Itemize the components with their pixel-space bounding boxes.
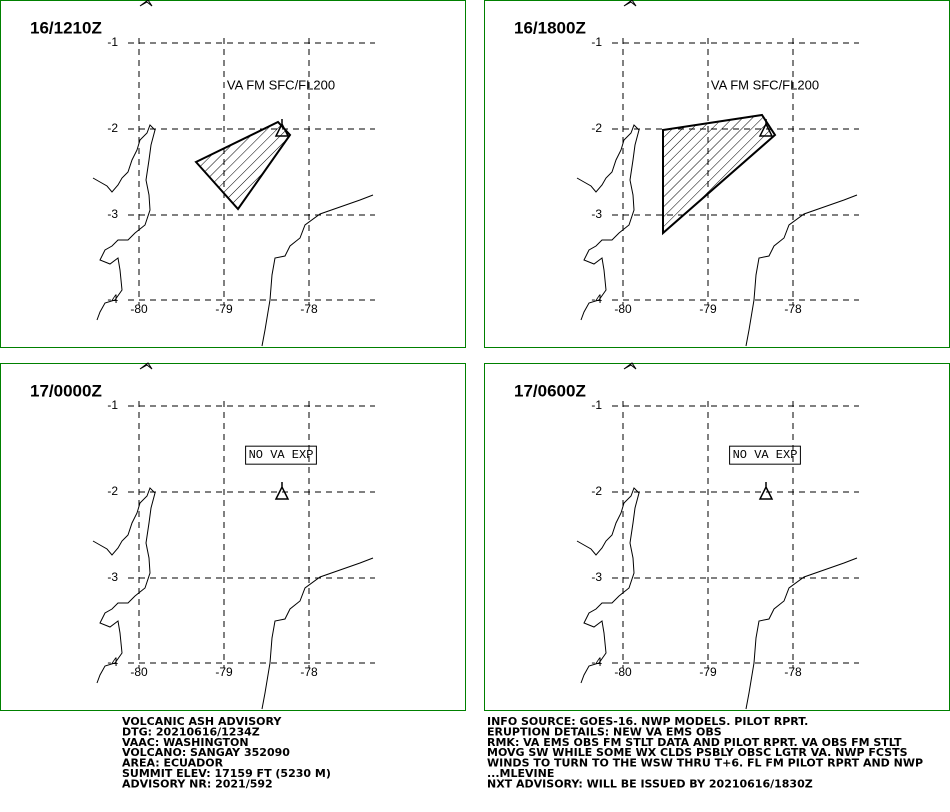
ash-area	[194, 120, 292, 211]
coastline	[261, 557, 374, 710]
panel-border	[484, 363, 950, 711]
coastline	[92, 487, 156, 684]
advisory-line: ERUPTION DETAILS: NEW VA EMS OBS	[487, 725, 722, 738]
longitude-label: -78	[784, 665, 802, 679]
latitude-label: -4	[107, 292, 118, 306]
panel-time: 16/1210Z	[30, 18, 102, 37]
latitude-label: -2	[591, 484, 602, 498]
latitude-label: -4	[591, 655, 602, 669]
north-flag	[623, 0, 637, 7]
longitude-label: -78	[784, 302, 802, 316]
coastline	[92, 124, 156, 321]
map-panel: -1 -2 -3 -4 -80 -79 -78 16/1800Z VA FM SFC/FL200	[484, 0, 950, 348]
latitude-label: -2	[591, 121, 602, 135]
panel-time: 17/0600Z	[514, 381, 586, 400]
longitude-label: -79	[215, 302, 233, 316]
annotation: NO VA EXP	[733, 448, 798, 462]
panel-time: 17/0000Z	[30, 381, 102, 400]
advisory-line: VOLCANO: SANGAY 352090	[122, 746, 290, 759]
volcano	[758, 482, 774, 500]
latitude-label: -4	[591, 292, 602, 306]
map-panel: -1 -2 -3 -4 -80 -79 -78 17/0000Z NO VA EXP	[0, 362, 466, 711]
panel-border	[0, 0, 466, 348]
longitude-label: -79	[699, 665, 717, 679]
volcano	[274, 482, 290, 500]
advisory-line: AREA: ECUADOR	[122, 757, 224, 770]
coastline	[576, 124, 640, 321]
longitude-label: -80	[614, 665, 632, 679]
panel-time: 16/1800Z	[514, 18, 586, 37]
longitude-label: -78	[300, 665, 318, 679]
annotation-box	[729, 445, 801, 465]
coastline	[261, 194, 374, 347]
volcano	[274, 119, 290, 137]
latitude-label: -3	[591, 570, 602, 584]
north-flag	[139, 362, 153, 370]
ash-area	[662, 113, 777, 236]
annotation: VA FM SFC/FL200	[711, 77, 819, 92]
map-panel: -1 -2 -3 -4 -80 -79 -78 16/1210Z VA FM SFC/FL200	[0, 0, 466, 348]
annotation-box	[245, 445, 317, 465]
coastline	[745, 557, 858, 710]
advisory-line: VOLCANIC ASH ADVISORY	[122, 715, 282, 728]
latitude-label: -1	[107, 35, 118, 49]
advisory-line: INFO SOURCE: GOES-16. NWP MODELS. PILOT …	[487, 715, 808, 728]
volcano	[758, 119, 774, 137]
latitude-label: -3	[107, 207, 118, 221]
longitude-label: -79	[215, 665, 233, 679]
longitude-label: -80	[130, 665, 148, 679]
advisory-line: MOVG SW WHILE SOME WX CLDS PSBLY OBSC LG…	[487, 746, 908, 759]
longitude-label: -80	[614, 302, 632, 316]
panel-border	[0, 363, 466, 711]
latitude-label: -3	[107, 570, 118, 584]
north-flag	[623, 362, 637, 370]
advisory-line: ...MLEVINE	[487, 767, 554, 780]
advisory-line: WINDS TO TURN TO THE WSW THRU T+6. FL FM…	[487, 757, 923, 770]
latitude-label: -3	[591, 207, 602, 221]
annotation: NO VA EXP	[249, 448, 314, 462]
longitude-label: -80	[130, 302, 148, 316]
latitude-label: -2	[107, 121, 118, 135]
advisory-line: NXT ADVISORY: WILL BE ISSUED BY 20210616…	[487, 777, 813, 790]
coastline	[576, 487, 640, 684]
coastline	[745, 194, 858, 347]
north-flag	[139, 0, 153, 7]
advisory-line: ADVISORY NR: 2021/592	[122, 777, 273, 790]
longitude-label: -78	[300, 302, 318, 316]
advisory-line: SUMMIT ELEV: 17159 FT (5230 M)	[122, 767, 331, 780]
longitude-label: -79	[699, 302, 717, 316]
latitude-label: -2	[107, 484, 118, 498]
advisory-line: VAAC: WASHINGTON	[122, 736, 249, 749]
latitude-label: -1	[591, 398, 602, 412]
advisory-line: RMK: VA EMS OBS FM STLT DATA AND PILOT R…	[487, 736, 902, 749]
annotation: VA FM SFC/FL200	[227, 77, 335, 92]
advisory-line: DTG: 20210616/1234Z	[122, 725, 260, 738]
latitude-label: -1	[591, 35, 602, 49]
latitude-label: -1	[107, 398, 118, 412]
map-panel: -1 -2 -3 -4 -80 -79 -78 17/0600Z NO VA EXP	[484, 362, 950, 711]
latitude-label: -4	[107, 655, 118, 669]
